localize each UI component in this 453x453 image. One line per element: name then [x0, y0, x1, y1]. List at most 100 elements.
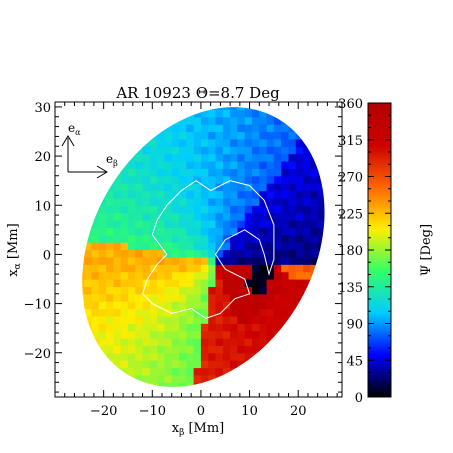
field-cell: [259, 338, 268, 346]
field-cell: [259, 197, 268, 206]
field-cell: [303, 242, 311, 251]
field-cell: [259, 168, 268, 177]
field-cell: [208, 315, 217, 324]
field-cell: [215, 124, 224, 133]
field-cell: [222, 360, 231, 369]
field-cell: [259, 212, 268, 221]
field-cell: [259, 183, 268, 192]
field-cell: [127, 360, 136, 369]
field-cell: [244, 234, 253, 243]
field-cell: [98, 338, 107, 346]
field-cell: [120, 242, 129, 251]
field-cell: [157, 212, 166, 221]
field-cell: [200, 109, 209, 118]
y-axis-label: xα [Mm]: [6, 223, 23, 276]
field-cell: [252, 146, 260, 155]
field-cell: [120, 183, 129, 192]
field-cell: [222, 197, 231, 206]
field-cell: [127, 249, 136, 258]
field-cell: [208, 330, 217, 339]
field-cell: [237, 338, 246, 346]
field-cell: [295, 197, 304, 206]
field-cell: [157, 153, 166, 162]
field-cell: [149, 153, 158, 162]
field-cell: [230, 323, 239, 332]
field-cell: [120, 293, 129, 302]
field-cell: [186, 360, 195, 369]
field-cell: [295, 183, 304, 192]
field-cell: [317, 190, 326, 199]
field-cell: [127, 212, 136, 221]
field-cell: [179, 301, 187, 310]
field-cell: [266, 146, 275, 155]
field-cell: [135, 190, 144, 199]
field-cell: [171, 220, 180, 228]
field-cell: [281, 234, 290, 243]
field-cell: [237, 242, 246, 251]
field-cell: [149, 345, 158, 354]
y-tick-label: 20: [34, 150, 51, 165]
field-cell: [98, 301, 107, 310]
field-cell: [215, 249, 224, 258]
field-cell: [295, 190, 304, 199]
field-cell: [208, 323, 217, 332]
field-cell: [303, 146, 311, 155]
x-tick-label: 10: [241, 404, 258, 419]
field-cell: [266, 197, 275, 206]
field-cell: [113, 338, 122, 346]
field-cell: [222, 183, 231, 192]
field-cell: [259, 153, 268, 162]
field-cell: [171, 131, 180, 140]
field-cell: [222, 330, 231, 339]
field-cell: [208, 124, 217, 133]
field-cell: [273, 249, 282, 258]
field-cell: [230, 345, 239, 354]
field-cell: [135, 367, 144, 376]
field-cell: [303, 227, 311, 236]
field-cell: [266, 271, 275, 280]
field-cell: [120, 271, 129, 280]
field-cell: [252, 205, 260, 214]
field-cell: [288, 279, 297, 287]
field-cell: [91, 323, 100, 332]
field-cell: [266, 205, 275, 214]
field-cell: [222, 308, 231, 317]
field-cell: [252, 212, 260, 221]
field-cell: [149, 264, 158, 273]
field-cell: [179, 271, 187, 280]
field-cell: [281, 153, 290, 162]
field-cell: [237, 124, 246, 133]
field-cell: [244, 190, 253, 199]
field-cell: [252, 131, 260, 140]
x-axis-ticks: −20 −10 0 10 20: [54, 102, 338, 419]
field-cell: [98, 323, 107, 332]
field-cell: [266, 293, 275, 302]
field-cell: [157, 249, 166, 258]
field-cell: [310, 183, 319, 192]
field-cell: [149, 190, 158, 199]
field-cell: [157, 315, 166, 324]
field-cell: [281, 242, 290, 251]
field-cell: [208, 183, 217, 192]
field-cell: [208, 264, 217, 273]
field-cell: [252, 271, 260, 280]
field-cell: [266, 279, 275, 287]
field-cell: [113, 271, 122, 280]
field-cell: [244, 352, 253, 361]
field-cell: [171, 352, 180, 361]
field-cell: [127, 345, 136, 354]
field-cell: [303, 183, 311, 192]
field-cell: [259, 249, 268, 258]
field-cell: [252, 264, 260, 273]
field-cell: [295, 212, 304, 221]
field-cell: [281, 131, 290, 140]
field-cell: [157, 227, 166, 236]
field-cell: [193, 293, 202, 302]
field-cell: [273, 131, 282, 140]
field-cell: [208, 301, 217, 310]
field-cell: [230, 168, 239, 177]
field-cell: [259, 330, 268, 339]
field-cell: [142, 168, 151, 177]
field-cell: [252, 345, 260, 354]
field-cell: [295, 286, 304, 295]
